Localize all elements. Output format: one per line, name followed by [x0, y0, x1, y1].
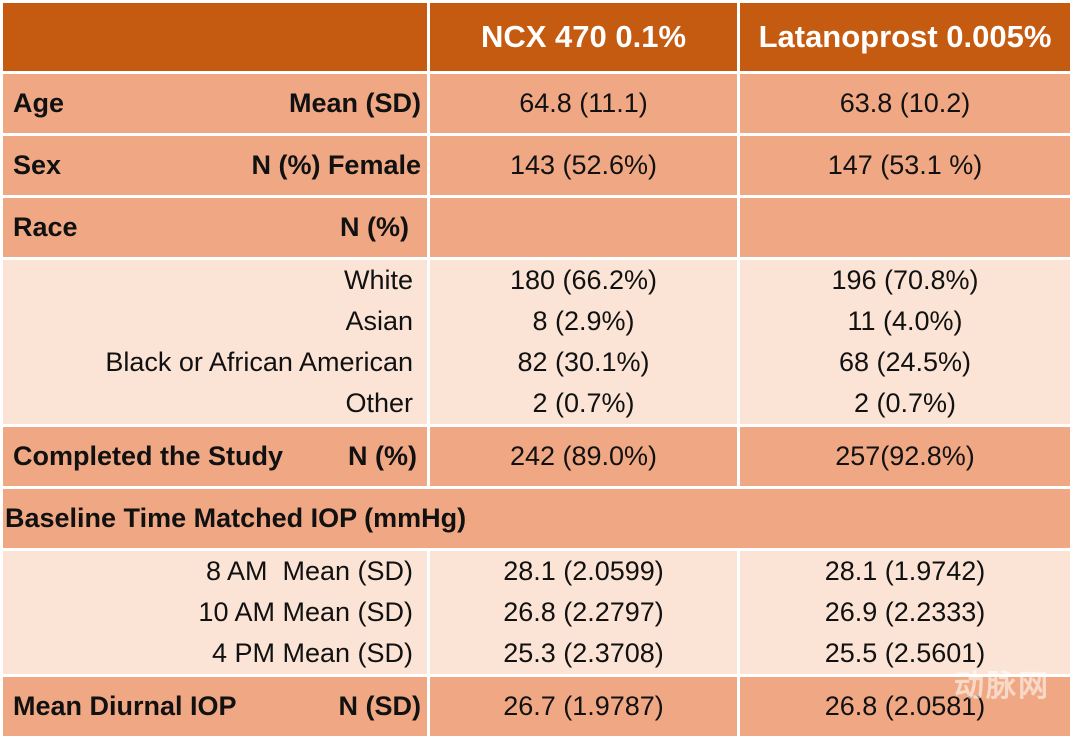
race-label: Race: [13, 212, 78, 243]
age-stat: Mean (SD): [289, 88, 421, 119]
baseline-timepoints: 8 AM Mean (SD) 10 AM Mean (SD) 4 PM Mean…: [2, 550, 429, 676]
baseline-10am-lat: 26.9 (2.2333): [740, 592, 1070, 633]
completed-stat: N (%): [348, 441, 417, 472]
race-white-ncx: 180 (66.2%): [430, 260, 737, 301]
age-label: Age: [13, 88, 64, 119]
race-header-row: Race N (%): [2, 197, 1070, 259]
race-other-lat: 2 (0.7%): [740, 383, 1070, 424]
race-lat-empty: [739, 197, 1070, 259]
baseline-8am-lat: 28.1 (1.9742): [740, 551, 1070, 592]
race-asian-ncx: 8 (2.9%): [430, 301, 737, 342]
race-label-cell: Race N (%): [2, 197, 429, 259]
header-empty-cell: [2, 2, 429, 73]
baseline-10am-label: 10 AM Mean (SD): [3, 592, 427, 633]
completed-lat-value: 257(92.8%): [739, 426, 1070, 488]
baseline-lat-values: 28.1 (1.9742) 26.9 (2.2333) 25.5 (2.5601…: [739, 550, 1070, 676]
baseline-4pm-ncx: 25.3 (2.3708): [430, 633, 737, 674]
race-black-lat: 68 (24.5%): [740, 342, 1070, 383]
header-ncx470: NCX 470 0.1%: [429, 2, 739, 73]
race-lat-values: 196 (70.8%) 11 (4.0%) 68 (24.5%) 2 (0.7%…: [739, 259, 1070, 426]
age-label-cell: Age Mean (SD): [2, 73, 429, 135]
race-black-label: Black or African American: [3, 342, 427, 383]
baseline-ncx-values: 28.1 (2.0599) 26.8 (2.2797) 25.3 (2.3708…: [429, 550, 739, 676]
completed-row: Completed the Study N (%) 242 (89.0%) 25…: [2, 426, 1070, 488]
race-white-lat: 196 (70.8%): [740, 260, 1070, 301]
completed-label: Completed the Study: [13, 441, 283, 472]
baseline-10am-ncx: 26.8 (2.2797): [430, 592, 737, 633]
sex-lat-value: 147 (53.1 %): [739, 135, 1070, 197]
diurnal-label-cell: Mean Diurnal IOP N (SD): [2, 676, 429, 738]
sex-ncx-value: 143 (52.6%): [429, 135, 739, 197]
watermark: 动脉网: [954, 661, 1050, 705]
race-other-label: Other: [3, 383, 427, 424]
age-row: Age Mean (SD) 64.8 (11.1) 63.8 (10.2): [2, 73, 1070, 135]
completed-label-cell: Completed the Study N (%): [2, 426, 429, 488]
race-black-ncx: 82 (30.1%): [430, 342, 737, 383]
baseline-8am-label: 8 AM Mean (SD): [3, 551, 427, 592]
baseline-label: Baseline Time Matched IOP (mmHg): [2, 488, 1070, 550]
baseline-values-row: 8 AM Mean (SD) 10 AM Mean (SD) 4 PM Mean…: [2, 550, 1070, 676]
header-latanoprost: Latanoprost 0.005%: [739, 2, 1070, 73]
race-stat: N (%): [340, 212, 409, 243]
sex-row: Sex N (%) Female 143 (52.6%) 147 (53.1 %…: [2, 135, 1070, 197]
baseline-header-row: Baseline Time Matched IOP (mmHg): [2, 488, 1070, 550]
race-other-ncx: 2 (0.7%): [430, 383, 737, 424]
sex-label: Sex: [13, 150, 61, 181]
race-categories: White Asian Black or African American Ot…: [2, 259, 429, 426]
race-white-label: White: [3, 260, 427, 301]
completed-ncx-value: 242 (89.0%): [429, 426, 739, 488]
diurnal-stat: N (SD): [339, 691, 422, 722]
sex-label-cell: Sex N (%) Female: [2, 135, 429, 197]
header-row: NCX 470 0.1% Latanoprost 0.005%: [2, 2, 1070, 73]
age-lat-value: 63.8 (10.2): [739, 73, 1070, 135]
sex-stat: N (%) Female: [251, 150, 421, 181]
race-ncx-values: 180 (66.2%) 8 (2.9%) 82 (30.1%) 2 (0.7%): [429, 259, 739, 426]
race-asian-lat: 11 (4.0%): [740, 301, 1070, 342]
diurnal-ncx-value: 26.7 (1.9787): [429, 676, 739, 738]
diurnal-row: Mean Diurnal IOP N (SD) 26.7 (1.9787) 26…: [2, 676, 1070, 738]
race-values-row: White Asian Black or African American Ot…: [2, 259, 1070, 426]
race-ncx-empty: [429, 197, 739, 259]
baseline-4pm-label: 4 PM Mean (SD): [3, 633, 427, 674]
age-ncx-value: 64.8 (11.1): [429, 73, 739, 135]
diurnal-label: Mean Diurnal IOP: [13, 691, 237, 722]
baseline-8am-ncx: 28.1 (2.0599): [430, 551, 737, 592]
race-asian-label: Asian: [3, 301, 427, 342]
